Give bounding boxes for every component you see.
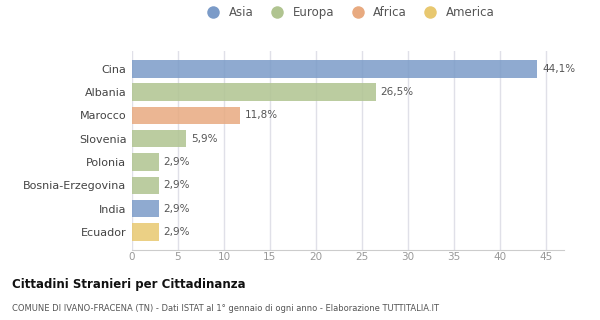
Bar <box>132 177 158 194</box>
Bar <box>132 223 158 241</box>
Text: 2,9%: 2,9% <box>163 227 190 237</box>
Text: 2,9%: 2,9% <box>163 204 190 213</box>
Text: 2,9%: 2,9% <box>163 157 190 167</box>
Bar <box>132 107 241 124</box>
Text: Cittadini Stranieri per Cittadinanza: Cittadini Stranieri per Cittadinanza <box>12 278 245 292</box>
Bar <box>132 153 158 171</box>
Text: 26,5%: 26,5% <box>380 87 413 97</box>
Text: 5,9%: 5,9% <box>191 134 217 144</box>
Bar <box>132 84 376 101</box>
Text: 44,1%: 44,1% <box>542 64 575 74</box>
Bar <box>132 200 158 217</box>
Bar <box>132 60 538 78</box>
Text: COMUNE DI IVANO-FRACENA (TN) - Dati ISTAT al 1° gennaio di ogni anno - Elaborazi: COMUNE DI IVANO-FRACENA (TN) - Dati ISTA… <box>12 304 439 313</box>
Text: 2,9%: 2,9% <box>163 180 190 190</box>
Text: 11,8%: 11,8% <box>245 110 278 121</box>
Bar <box>132 130 186 148</box>
Legend: Asia, Europa, Africa, America: Asia, Europa, Africa, America <box>197 2 499 24</box>
